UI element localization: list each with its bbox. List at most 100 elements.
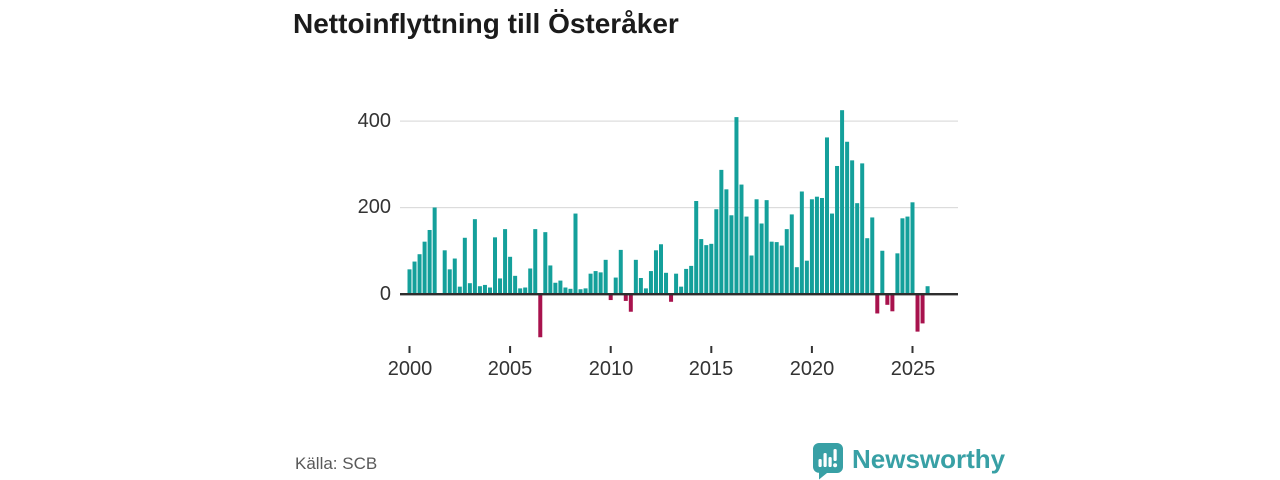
bar-2011Q2 — [633, 259, 638, 294]
bar-2001Q1 — [427, 229, 432, 294]
bar-2010Q1 — [608, 294, 613, 301]
bar-2025Q1 — [910, 202, 915, 294]
bar-2004Q1 — [487, 287, 492, 294]
bar-2011Q1 — [628, 294, 633, 312]
bar-2012Q2 — [653, 250, 658, 294]
bar-2011Q3 — [638, 277, 643, 294]
bar-2012Q1 — [648, 271, 653, 294]
x-tick-2010 — [609, 346, 612, 353]
bar-2019Q2 — [794, 267, 799, 294]
bar-2017Q2 — [754, 199, 759, 294]
bar-2007Q1 — [548, 265, 553, 294]
zero-line — [400, 293, 958, 296]
bar-2020Q4 — [824, 137, 829, 294]
bar-2004Q4 — [503, 229, 508, 294]
bar-2023Q2 — [875, 294, 880, 314]
bar-2020Q3 — [819, 197, 824, 294]
brand-name: Newsworthy — [852, 444, 1006, 474]
bar-2005Q1 — [508, 256, 513, 294]
bar-2016Q1 — [729, 215, 734, 294]
bar-2022Q1 — [850, 160, 855, 294]
bar-2005Q2 — [513, 275, 518, 294]
bar-2006Q1 — [528, 268, 533, 294]
y-axis-label-400: 400 — [357, 110, 391, 132]
x-tick-marks — [408, 346, 914, 353]
bar-2008Q2 — [573, 213, 578, 294]
bar-2018Q2 — [774, 242, 779, 294]
bar-2018Q1 — [769, 241, 774, 294]
bar-2025Q4 — [925, 286, 930, 294]
bar-2007Q2 — [553, 282, 558, 294]
bar-2014Q1 — [689, 265, 694, 294]
source-label: Källa: SCB — [295, 454, 378, 473]
bar-2013Q4 — [684, 268, 689, 294]
bar-2014Q3 — [699, 239, 704, 294]
bar-2013Q3 — [679, 286, 684, 294]
bar-2016Q3 — [739, 184, 744, 294]
bar-2009Q4 — [603, 259, 608, 294]
brand-logo: Newsworthy — [812, 442, 1005, 480]
bar-2006Q4 — [543, 232, 548, 294]
bar-2022Q4 — [865, 238, 870, 294]
bar-2016Q4 — [744, 216, 749, 294]
bar-2015Q2 — [714, 209, 719, 294]
bar-2002Q3 — [457, 286, 462, 294]
bar-2000Q1 — [407, 269, 412, 294]
bar-2000Q3 — [417, 254, 422, 294]
bar-2008Q4 — [583, 288, 588, 294]
bar-2012Q4 — [664, 272, 669, 294]
bar-2005Q3 — [518, 288, 523, 294]
bars-layer — [407, 110, 930, 338]
bar-2020Q2 — [814, 196, 819, 294]
bar-2012Q3 — [659, 244, 663, 294]
bar-2003Q3 — [477, 286, 482, 294]
gridlines-layer — [400, 120, 958, 209]
bar-2019Q1 — [789, 214, 794, 294]
x-tick-2025 — [911, 346, 914, 353]
bar-2024Q4 — [905, 216, 910, 294]
x-tick-2005 — [509, 346, 512, 353]
zero-axis-line — [400, 293, 958, 296]
gridline-400 — [400, 120, 958, 122]
bar-2019Q3 — [799, 191, 804, 294]
bar-2006Q2 — [533, 229, 538, 294]
y-axis-label-200: 200 — [357, 196, 391, 218]
bar-2010Q2 — [613, 277, 618, 294]
bar-2023Q1 — [870, 217, 875, 294]
x-tick-2000 — [408, 346, 411, 353]
bar-2016Q2 — [734, 117, 739, 294]
bar-2001Q4 — [442, 250, 447, 294]
bar-2013Q1 — [669, 294, 674, 302]
bar-2000Q2 — [412, 261, 417, 294]
bar-2014Q4 — [704, 245, 709, 294]
bar-2020Q1 — [809, 199, 814, 294]
x-axis-label-2000: 2000 — [387, 358, 433, 380]
bar-2015Q1 — [709, 243, 714, 294]
bar-2023Q4 — [885, 294, 890, 305]
bar-2018Q3 — [779, 245, 784, 294]
bar-2021Q2 — [835, 165, 840, 294]
bar-2017Q1 — [749, 255, 754, 294]
bar-2002Q4 — [462, 237, 467, 294]
bar-2009Q3 — [598, 272, 603, 294]
x-axis-label-2010: 2010 — [588, 358, 634, 380]
bar-2010Q3 — [618, 249, 623, 294]
x-axis-label-2020: 2020 — [789, 358, 835, 380]
bar-2003Q2 — [472, 219, 477, 294]
bar-2007Q4 — [563, 287, 568, 294]
bar-2025Q2 — [915, 294, 920, 332]
x-axis-label-2015: 2015 — [688, 358, 734, 380]
bar-2018Q4 — [784, 229, 789, 294]
chart-title: Nettoinflyttning till Österåker — [293, 8, 679, 39]
bar-2004Q2 — [493, 237, 498, 294]
bar-2007Q3 — [558, 280, 563, 294]
bar-2011Q4 — [643, 288, 648, 294]
bar-2001Q2 — [432, 207, 437, 294]
bar-2015Q3 — [719, 169, 724, 294]
bar-2009Q2 — [593, 271, 598, 294]
bar-2019Q4 — [804, 260, 809, 294]
bar-2009Q1 — [588, 273, 593, 294]
bar-2008Q3 — [578, 289, 583, 294]
bar-2010Q4 — [623, 294, 628, 301]
